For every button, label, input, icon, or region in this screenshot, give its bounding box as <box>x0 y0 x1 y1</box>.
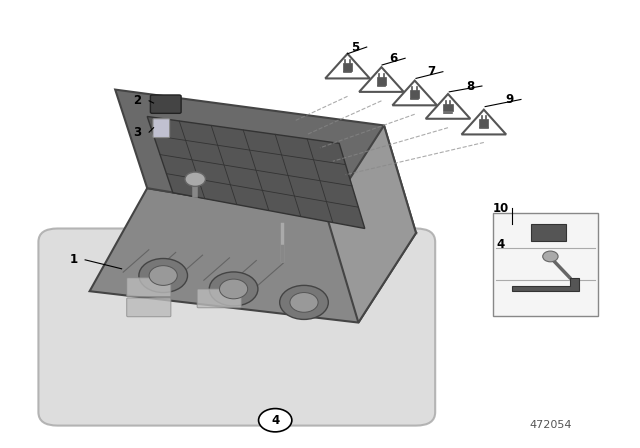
Text: 9: 9 <box>506 93 513 106</box>
Bar <box>410 90 419 98</box>
FancyBboxPatch shape <box>127 298 171 317</box>
Text: 8: 8 <box>467 79 474 93</box>
FancyBboxPatch shape <box>150 95 181 113</box>
Circle shape <box>290 293 318 312</box>
Text: 1: 1 <box>70 253 77 267</box>
FancyBboxPatch shape <box>127 278 171 297</box>
Circle shape <box>185 172 205 186</box>
Circle shape <box>259 409 292 432</box>
Circle shape <box>220 279 248 299</box>
Bar <box>531 224 566 241</box>
Text: 6: 6 <box>390 52 397 65</box>
Circle shape <box>280 285 328 319</box>
Polygon shape <box>115 90 416 233</box>
Circle shape <box>209 272 258 306</box>
FancyBboxPatch shape <box>493 213 598 316</box>
Text: 10: 10 <box>492 202 509 215</box>
Circle shape <box>139 258 188 293</box>
Polygon shape <box>512 278 579 291</box>
FancyBboxPatch shape <box>197 289 241 308</box>
Circle shape <box>149 266 177 285</box>
Text: 4: 4 <box>271 414 279 427</box>
FancyBboxPatch shape <box>38 228 435 426</box>
Text: 472054: 472054 <box>529 420 572 430</box>
Bar <box>343 63 352 71</box>
Polygon shape <box>90 188 416 323</box>
Bar <box>377 77 386 85</box>
Text: 2: 2 <box>134 94 141 108</box>
Text: 3: 3 <box>134 125 141 139</box>
Bar <box>444 103 452 112</box>
Text: 4: 4 <box>497 237 504 251</box>
Text: 5: 5 <box>351 40 359 54</box>
FancyBboxPatch shape <box>153 119 170 138</box>
Polygon shape <box>326 125 416 323</box>
Polygon shape <box>147 116 365 228</box>
Text: 7: 7 <box>428 65 435 78</box>
Bar <box>479 119 488 127</box>
Circle shape <box>543 251 558 262</box>
